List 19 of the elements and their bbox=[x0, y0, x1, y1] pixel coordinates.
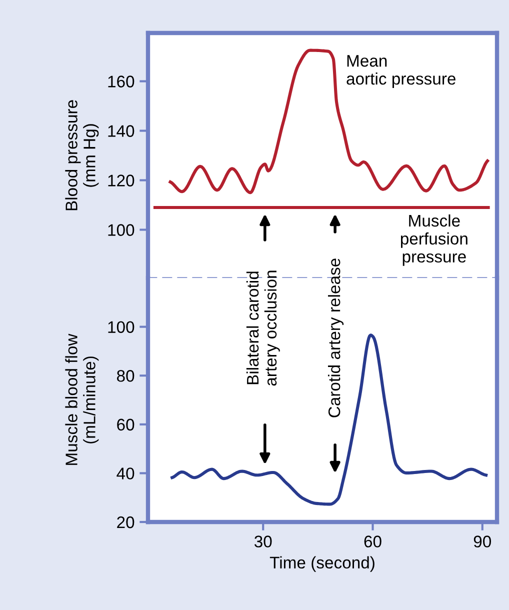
y-tick-label: 20 bbox=[117, 516, 134, 528]
x-tick-label: 30 bbox=[254, 536, 272, 548]
ref-line-label: Muscle perfusion pressure bbox=[400, 214, 468, 266]
series-label: Mean aortic pressure bbox=[346, 55, 456, 88]
x-tick-label: 90 bbox=[474, 536, 491, 548]
y-tick-label: 100 bbox=[108, 224, 134, 236]
y-tick-label: 100 bbox=[108, 321, 134, 334]
y-tick-label: 120 bbox=[108, 174, 134, 186]
y-tick-label: 160 bbox=[108, 76, 134, 88]
y-tick-label: 80 bbox=[116, 370, 134, 382]
annotation: Bilateral carotid artery occlusion bbox=[246, 270, 280, 386]
y-tick-label: 60 bbox=[117, 418, 134, 431]
y-axis-title: Blood pressure (mm Hg) bbox=[65, 100, 99, 210]
y-tick-label: 40 bbox=[116, 468, 134, 480]
y-tick-label: 140 bbox=[108, 125, 134, 137]
y-axis-title: Muscle blood flow (mL/minute) bbox=[65, 334, 99, 465]
annotation: Carotid artery release bbox=[328, 258, 344, 418]
x-axis-title: Time (second) bbox=[270, 556, 374, 572]
x-tick-label: 60 bbox=[364, 536, 382, 548]
